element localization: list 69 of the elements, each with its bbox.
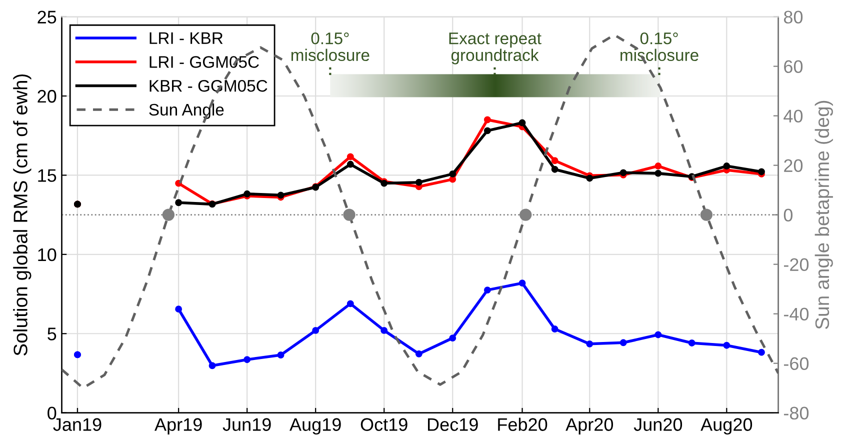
- y2-tick-label: -80: [784, 406, 809, 420]
- point: [449, 170, 456, 178]
- y2-axis-title: Sun angle betaprime (deg): [814, 100, 833, 330]
- point: [346, 300, 354, 308]
- x-tick-label: Jan19: [53, 418, 102, 431]
- legend-label: Sun Angle: [149, 103, 224, 119]
- y2-tick-label: -40: [784, 308, 809, 321]
- y-tick-label: 20: [38, 90, 56, 103]
- x-tick-label: Apr20: [566, 418, 614, 435]
- point: [484, 127, 491, 134]
- point: [654, 162, 662, 170]
- point: [551, 326, 558, 332]
- point: [551, 166, 558, 173]
- x-tick-label: Dec19: [428, 418, 478, 431]
- x-tick-label: Feb20: [498, 418, 548, 431]
- y2-tick-label: -20: [784, 258, 809, 272]
- annotation: 0.15° misclosure: [291, 32, 370, 62]
- point: [415, 350, 422, 358]
- point: [518, 119, 526, 126]
- point: [449, 334, 456, 342]
- point: [244, 356, 251, 364]
- y-tick-label: 0: [48, 406, 56, 420]
- point: [586, 340, 594, 348]
- point: [551, 157, 558, 164]
- point: [175, 306, 182, 313]
- y-tick-label: 25: [38, 10, 56, 24]
- point: [688, 339, 696, 346]
- y2-tick-label: 60: [784, 60, 803, 74]
- y-tick-label: 15: [38, 169, 56, 182]
- point: [723, 342, 730, 349]
- point: [346, 160, 354, 168]
- point: [277, 352, 284, 358]
- x-tick-label: Oct19: [360, 418, 408, 431]
- legend-label: LRI - KBR: [150, 32, 223, 44]
- point: [758, 348, 765, 356]
- y-axis-title: Solution global RMS (cm of ewh): [13, 74, 32, 356]
- point: [415, 178, 422, 186]
- x-tick-label: Aug19: [290, 418, 341, 435]
- x-tick-label: Jun20: [634, 418, 682, 431]
- y-tick-label: 10: [38, 248, 56, 262]
- y2-tick-label: 40: [784, 110, 803, 123]
- point: [244, 190, 251, 198]
- y2-tick-label: 80: [784, 10, 803, 24]
- x-tick-label: Jun19: [222, 418, 271, 431]
- point: [654, 170, 662, 177]
- point: [346, 153, 354, 160]
- point: [74, 351, 81, 358]
- point: [620, 339, 627, 346]
- point: [586, 174, 594, 182]
- point: [484, 286, 491, 294]
- y2-tick-label: 20: [784, 159, 803, 172]
- x-tick-label: Apr19: [154, 418, 202, 435]
- annotation: 0.15° misclosure: [620, 32, 698, 62]
- point: [654, 331, 662, 338]
- y2-tick-label: -60: [784, 357, 809, 370]
- point: [380, 326, 388, 334]
- legend-label: KBR - GGM05C: [150, 80, 268, 92]
- point: [312, 326, 320, 334]
- annotation: Exact repeat groundtrack: [449, 32, 542, 64]
- point: [175, 199, 182, 206]
- point: [208, 362, 216, 370]
- point: [723, 162, 730, 170]
- x-tick-label: Aug20: [700, 418, 752, 435]
- point: [484, 116, 491, 124]
- y-tick-label: 5: [48, 328, 56, 340]
- point: [518, 280, 526, 287]
- y2-tick-label: 0: [784, 208, 793, 222]
- point: [449, 176, 456, 183]
- line-series: [62, 34, 778, 390]
